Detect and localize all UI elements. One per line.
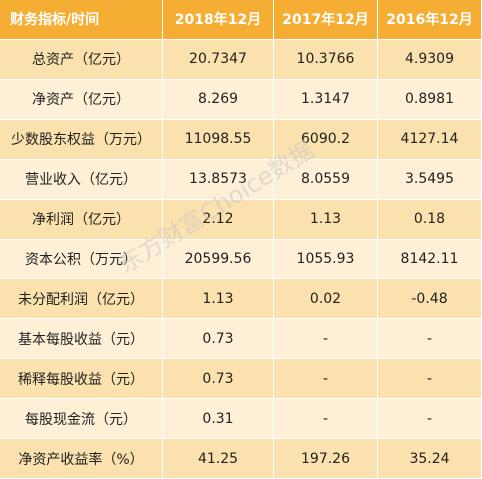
row-label: 每股现金流（元） — [0, 399, 163, 440]
cell-value: 0.73 — [163, 359, 274, 400]
cell-value: 0.02 — [274, 279, 378, 320]
cell-value: 8142.11 — [378, 239, 482, 280]
cell-value: - — [274, 319, 378, 360]
cell-value: 10.3766 — [274, 39, 378, 80]
row-label: 总资产（亿元） — [0, 39, 163, 80]
cell-value: 20599.56 — [163, 239, 274, 280]
cell-value: 1.3147 — [274, 79, 378, 120]
row-label: 未分配利润（亿元） — [0, 279, 163, 320]
cell-value: 35.24 — [378, 439, 482, 479]
cell-value: 13.8573 — [163, 159, 274, 200]
row-label: 少数股东权益（万元） — [0, 119, 163, 160]
cell-value: 0.31 — [163, 399, 274, 440]
cell-value: - — [274, 399, 378, 440]
cell-value: 8.269 — [163, 79, 274, 120]
cell-value: - — [378, 359, 482, 400]
cell-value: 11098.55 — [163, 119, 274, 160]
row-label: 净资产收益率（%） — [0, 439, 163, 479]
cell-value: - — [378, 399, 482, 440]
cell-value: 1055.93 — [274, 239, 378, 280]
header-cell-indicator: 财务指标/时间 — [0, 0, 163, 40]
cell-value: - — [378, 319, 482, 360]
row-label: 净利润（亿元） — [0, 199, 163, 240]
cell-value: 4.9309 — [378, 39, 482, 80]
row-label: 基本每股收益（元） — [0, 319, 163, 360]
cell-value: 20.7347 — [163, 39, 274, 80]
header-cell-2018: 2018年12月 — [163, 0, 274, 40]
cell-value: 1.13 — [274, 199, 378, 240]
header-cell-2017: 2017年12月 — [274, 0, 378, 40]
row-label: 资本公积（万元） — [0, 239, 163, 280]
cell-value: 4127.14 — [378, 119, 482, 160]
header-cell-2016: 2016年12月 — [378, 0, 482, 40]
cell-value: 2.12 — [163, 199, 274, 240]
row-label: 营业收入（亿元） — [0, 159, 163, 200]
cell-value: 6090.2 — [274, 119, 378, 160]
cell-value: 0.73 — [163, 319, 274, 360]
cell-value: 0.18 — [378, 199, 482, 240]
row-label: 净资产（亿元） — [0, 79, 163, 120]
cell-value: 0.8981 — [378, 79, 482, 120]
cell-value: 8.0559 — [274, 159, 378, 200]
cell-value: 3.5495 — [378, 159, 482, 200]
cell-value: 1.13 — [163, 279, 274, 320]
cell-value: 197.26 — [274, 439, 378, 479]
cell-value: -0.48 — [378, 279, 482, 320]
cell-value: 41.25 — [163, 439, 274, 479]
cell-value: - — [274, 359, 378, 400]
row-label: 稀释每股收益（元） — [0, 359, 163, 400]
